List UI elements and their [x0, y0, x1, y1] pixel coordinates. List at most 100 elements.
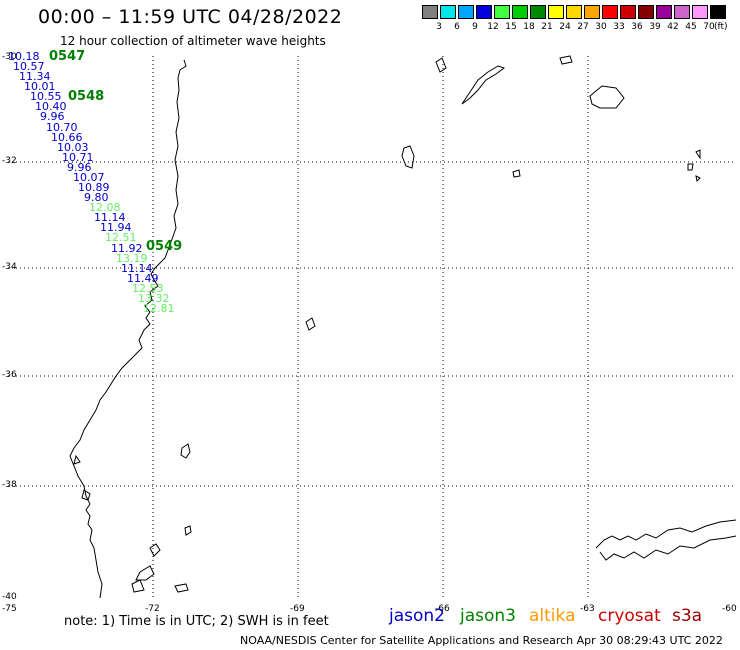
- island: [135, 565, 155, 581]
- chile-coastline: [69, 59, 187, 599]
- scale-swatch: [512, 5, 528, 19]
- scale-swatch: [530, 5, 546, 19]
- wave-height-value: 10.55: [30, 90, 62, 103]
- scale-swatch: [494, 5, 510, 19]
- lat-label: -40: [2, 592, 17, 602]
- scale-label: 30: [595, 22, 607, 32]
- chile-inland-shore: [73, 454, 91, 501]
- lon-label: -66: [435, 604, 450, 614]
- island: [687, 163, 694, 171]
- scale-swatch: [458, 5, 474, 19]
- wave-height-value: 13.32: [138, 292, 170, 305]
- scale-label: 15: [505, 22, 517, 32]
- wave-height-value: 11.94: [100, 221, 132, 234]
- wave-height-value: 10.03: [57, 141, 89, 154]
- lon-label: -60: [722, 604, 737, 614]
- scale-swatch: [566, 5, 582, 19]
- wave-height-value: 10.57: [13, 60, 45, 73]
- wave-height-value: 11.49: [127, 272, 159, 285]
- pass-time-label: 0549: [146, 239, 183, 254]
- lon-label: -63: [580, 604, 595, 614]
- island: [435, 57, 447, 73]
- island: [305, 317, 316, 331]
- scale-swatch: [710, 5, 726, 19]
- africa-coastline: [595, 519, 737, 549]
- scale-label: 9: [472, 22, 478, 32]
- scale-label: 70: [703, 22, 715, 32]
- lon-label: -69: [290, 604, 305, 614]
- coastline-northeast: [461, 65, 506, 105]
- scale-swatch: [422, 5, 438, 19]
- wave-height-value: 11.92: [111, 242, 143, 255]
- wave-height-value: 10.70: [46, 121, 78, 134]
- scale-label: 18: [523, 22, 535, 32]
- wave-height-value: 10.89: [78, 181, 110, 194]
- scale-label: 39: [649, 22, 661, 32]
- wave-height-value: 10.18: [8, 50, 40, 63]
- wave-height-value: 9.96: [67, 161, 92, 174]
- scale-swatch: [440, 5, 456, 19]
- scale-swatch: [476, 5, 492, 19]
- wave-height-value: 10.01: [24, 80, 56, 93]
- scale-label: 6: [454, 22, 460, 32]
- scale-label: 21: [541, 22, 553, 32]
- footer-credit: NOAA/NESDIS Center for Satellite Applica…: [240, 634, 723, 647]
- scale-label: 36: [631, 22, 643, 32]
- island: [149, 543, 161, 557]
- scale-unit: (ft): [714, 22, 728, 32]
- lat-label: -38: [2, 480, 17, 490]
- scale-swatch: [638, 5, 654, 19]
- scale-swatch: [692, 5, 708, 19]
- wave-height-value: 9.96: [40, 110, 65, 123]
- lon-label: -72: [145, 604, 160, 614]
- scale-label: 45: [685, 22, 697, 32]
- map-grid: [8, 56, 733, 598]
- wave-height-value: 13.19: [116, 252, 148, 265]
- island: [174, 583, 189, 593]
- wave-height-value: 10.40: [35, 100, 67, 113]
- island: [589, 85, 625, 109]
- scale-label: 27: [577, 22, 589, 32]
- satellite-cryosat-label: cryosat: [598, 606, 661, 626]
- scale-swatch: [548, 5, 564, 19]
- island: [131, 579, 145, 593]
- satellite-s3a-label: s3a: [672, 606, 703, 626]
- scale-swatch: [620, 5, 636, 19]
- island: [180, 443, 191, 459]
- island: [184, 525, 192, 536]
- island: [559, 55, 573, 65]
- scale-swatch: [602, 5, 618, 19]
- island: [512, 169, 521, 178]
- africa-inland: [599, 535, 737, 561]
- scale-label: 42: [667, 22, 679, 32]
- lat-label: -34: [2, 262, 17, 272]
- wave-height-value: 11.14: [121, 262, 153, 275]
- lon-label: -75: [2, 604, 17, 614]
- wave-height-value: 10.71: [62, 151, 94, 164]
- wave-height-value: 11.34: [19, 70, 51, 83]
- scale-label: 3: [436, 22, 442, 32]
- note-text: note: 1) Time is in UTC; 2) SWH is in fe…: [64, 614, 329, 629]
- wave-height-value: 12.51: [105, 231, 137, 244]
- scale-swatch: [656, 5, 672, 19]
- wave-height-value: 11.14: [94, 211, 126, 224]
- wave-height-value: 10.07: [73, 171, 105, 184]
- satellite-jason3-label: jason3: [460, 606, 516, 626]
- wave-height-value: 12.81: [143, 302, 175, 315]
- scale-swatch: [584, 5, 600, 19]
- lat-label: -30: [2, 52, 17, 62]
- scale-label: 12: [487, 22, 499, 32]
- page-title: 00:00 – 11:59 UTC 04/28/2022: [38, 6, 343, 28]
- wave-height-value: 12.53: [132, 282, 164, 295]
- island: [695, 149, 701, 183]
- pass-time-label: 0547: [49, 49, 86, 64]
- island: [401, 145, 415, 169]
- lat-label: -36: [2, 370, 17, 380]
- wave-height-value: 12.08: [89, 201, 121, 214]
- pass-time-label: 0548: [68, 89, 105, 104]
- scale-swatch: [674, 5, 690, 19]
- wave-height-value: 10.66: [51, 131, 83, 144]
- satellite-jason2-label: jason2: [389, 606, 445, 626]
- scale-label: 24: [559, 22, 571, 32]
